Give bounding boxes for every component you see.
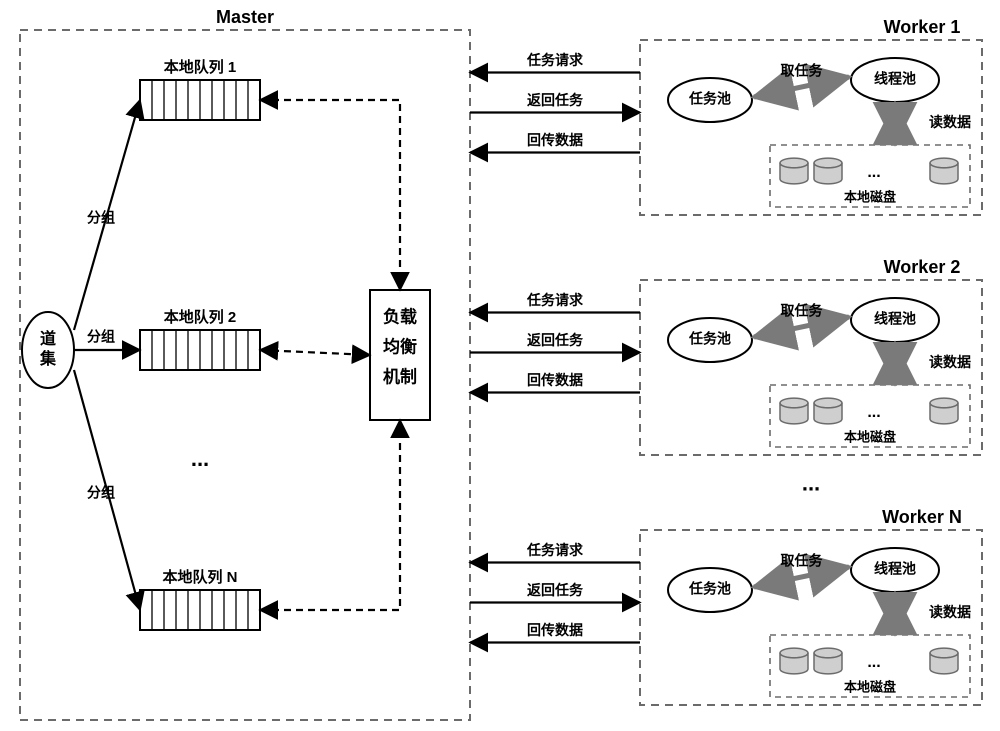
worker-title: Worker 1 [884,17,961,37]
edge-queue-lb [260,420,400,610]
disk-ellipsis: ... [867,654,880,671]
lb-label: 负载 [383,306,417,326]
read-data-label: 读数据 [929,604,971,620]
edge-take-task [754,77,849,97]
task-pool-label: 任务池 [688,91,731,107]
msg-label: 返回任务 [527,332,584,348]
take-task-label: 取任务 [781,63,824,79]
gather-label: 集 [39,349,57,368]
gather-node [22,312,74,388]
msg-label: 回传数据 [527,132,583,148]
master-title: Master [216,7,274,27]
task-pool-label: 任务池 [688,581,731,597]
edge-queue-lb [260,100,400,290]
queue-label: 本地队列 2 [164,308,237,326]
queue-label: 本地队列 1 [164,58,237,76]
lb-label: 均衡 [383,336,417,356]
msg-label: 返回任务 [527,582,584,598]
queue-label: 本地队列 N [162,568,237,586]
thread-pool-label: 线程池 [874,311,916,327]
read-data-label: 读数据 [929,354,971,370]
edge-group-label: 分组 [87,329,115,345]
edge-take-task [754,317,849,337]
worker-title: Worker 2 [884,257,961,277]
edge-group-label: 分组 [87,485,115,501]
edge-queue-lb [260,350,370,355]
queue-ellipsis: ... [191,446,209,471]
msg-label: 回传数据 [527,622,583,638]
disk-ellipsis: ... [867,404,880,421]
worker-ellipsis: ... [802,470,820,495]
read-data-label: 读数据 [929,114,971,130]
disk-row-label: 本地磁盘 [844,679,896,694]
disk-row-label: 本地磁盘 [844,189,896,204]
msg-label: 任务请求 [526,52,584,68]
msg-label: 返回任务 [527,92,584,108]
worker-title: Worker N [882,507,962,527]
task-pool-label: 任务池 [688,331,731,347]
edge-group-label: 分组 [87,210,115,226]
gather-label: 道 [40,329,56,348]
take-task-label: 取任务 [781,303,824,319]
edge-take-task [754,567,849,587]
msg-label: 回传数据 [527,372,583,388]
msg-label: 任务请求 [526,542,584,558]
thread-pool-label: 线程池 [874,561,916,577]
take-task-label: 取任务 [781,553,824,569]
disk-row-label: 本地磁盘 [844,429,896,444]
lb-label: 机制 [383,366,417,386]
msg-label: 任务请求 [526,292,584,308]
disk-ellipsis: ... [867,164,880,181]
thread-pool-label: 线程池 [874,71,916,87]
